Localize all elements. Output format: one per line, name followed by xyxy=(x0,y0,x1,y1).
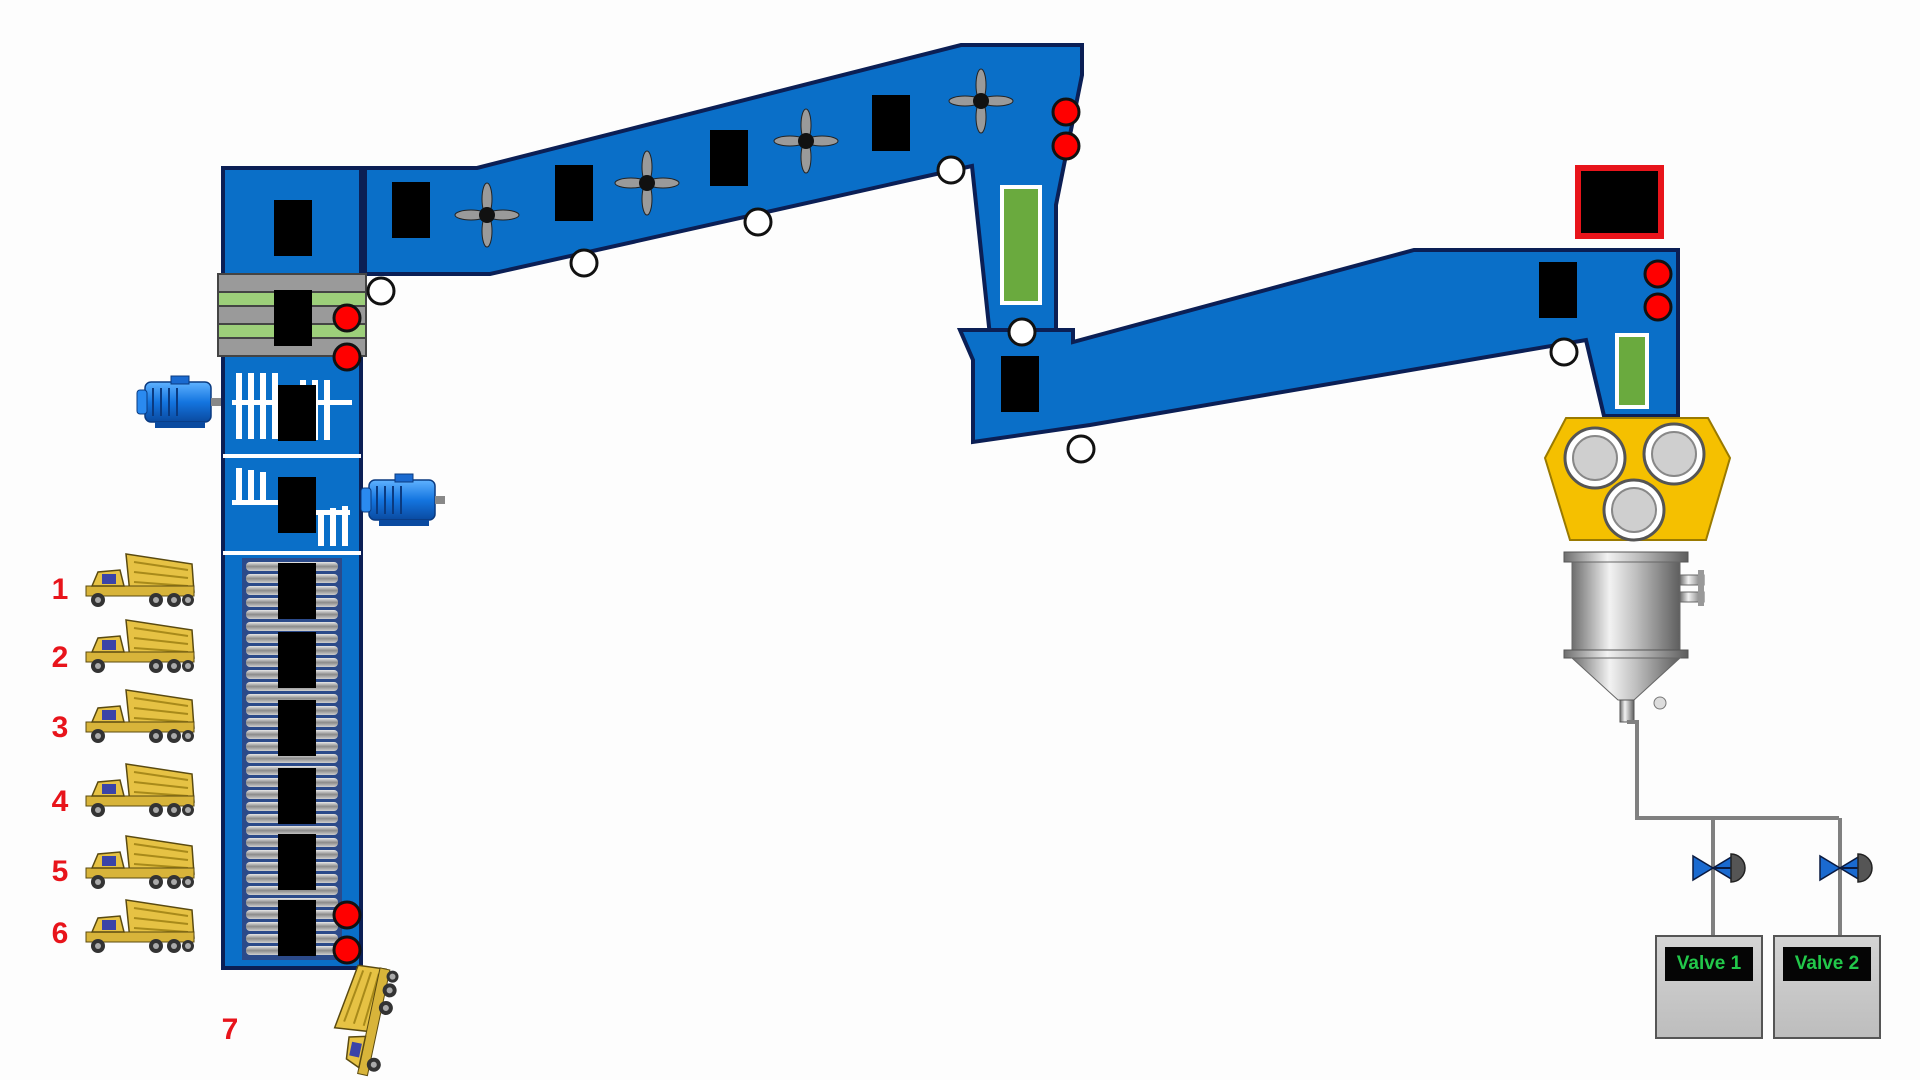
silo-tank xyxy=(1563,551,1705,723)
truck-number-label: 3 xyxy=(51,711,69,744)
truck-number-label: 6 xyxy=(51,917,69,950)
dump-truck-icon xyxy=(85,619,195,674)
valve-1-label: Valve 1 xyxy=(1665,947,1753,981)
screen-comb-lower xyxy=(232,468,350,546)
sensor-blocks xyxy=(274,95,1577,956)
truck-number-label: 4 xyxy=(51,785,69,818)
truck-number-label: 1 xyxy=(51,573,69,606)
dump-truck-icon xyxy=(85,763,195,818)
green-level-panel xyxy=(1000,185,1042,305)
electric-motor-icon[interactable] xyxy=(360,473,446,527)
valve-1-panel[interactable]: Valve 1 xyxy=(1655,935,1763,1039)
roller-bar xyxy=(246,622,338,631)
dump-truck-icon xyxy=(85,553,195,608)
truck-queue xyxy=(85,553,195,954)
green-level-panel xyxy=(1615,333,1649,409)
butterfly-valve-icon[interactable] xyxy=(1819,853,1873,883)
butterfly-valve-icon[interactable] xyxy=(1692,853,1746,883)
roller-bar xyxy=(246,754,338,763)
lower-conveyor xyxy=(956,248,1680,445)
truck-number-label: 5 xyxy=(51,855,69,888)
valve-2-panel[interactable]: Valve 2 xyxy=(1773,935,1881,1039)
truck-number-label: 7 xyxy=(221,1013,239,1046)
dump-truck-icon xyxy=(85,689,195,744)
truck-number-label: 2 xyxy=(51,641,69,674)
pipe-network xyxy=(1627,720,1842,935)
status-indicators xyxy=(332,97,1673,965)
valve-2-label: Valve 2 xyxy=(1783,947,1871,981)
dump-truck-icon xyxy=(325,960,402,1079)
dump-truck-icon xyxy=(85,835,195,890)
conveyor-system xyxy=(217,43,1680,970)
electric-motor-icon[interactable] xyxy=(136,375,222,429)
roller-bar xyxy=(246,826,338,835)
alarm-display-box xyxy=(1575,165,1664,239)
crusher xyxy=(1543,417,1732,542)
dump-truck-icon xyxy=(85,899,195,954)
idler-wheels xyxy=(366,155,1579,464)
